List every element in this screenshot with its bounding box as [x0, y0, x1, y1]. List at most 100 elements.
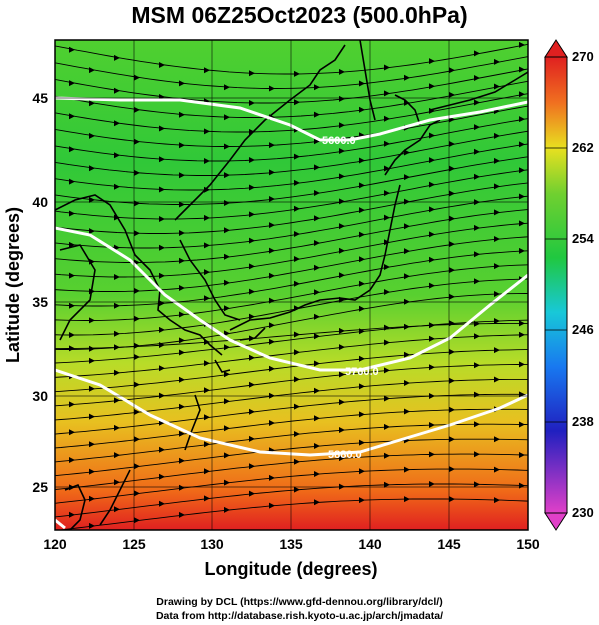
streamline-arrow: [449, 165, 455, 172]
streamline-arrow: [294, 179, 300, 186]
streamline: [55, 278, 528, 336]
streamline-arrow: [89, 495, 95, 502]
streamline-arrow: [314, 190, 320, 196]
x-tick-label: 130: [200, 536, 224, 552]
streamline-arrow: [89, 413, 95, 420]
streamline-arrow: [224, 114, 230, 121]
x-axis-label: Longitude (degrees): [204, 559, 377, 579]
plot-frame: [54, 39, 529, 531]
x-tick-label: 120: [43, 536, 67, 552]
streamline-arrow: [224, 371, 230, 378]
streamline-arrow: [404, 248, 410, 255]
streamline-arrow: [339, 173, 345, 180]
streamline-arrow: [69, 401, 75, 408]
streamline-arrow: [134, 436, 140, 443]
streamline-arrow: [384, 339, 390, 346]
streamline-arrow: [539, 499, 545, 505]
y-tick-label: 35: [32, 294, 48, 310]
streamline-arrow: [474, 333, 480, 340]
streamline-arrow: [449, 348, 455, 355]
streamline-arrow: [69, 80, 75, 87]
streamline-arrow: [204, 441, 210, 448]
x-tick-label: 150: [516, 536, 540, 552]
streamline-arrow: [159, 244, 165, 251]
streamline-arrow: [429, 256, 435, 263]
streamline-arrow: [294, 458, 300, 465]
streamline-arrow: [429, 422, 435, 428]
streamline-arrow: [384, 264, 390, 270]
streamline-arrow: [474, 251, 480, 258]
y-axis: 25 30 35 40 45 Latitude (degrees): [3, 90, 48, 495]
streamline-arrow: [114, 397, 120, 404]
streamline-arrow: [249, 408, 255, 415]
streamline-arrow: [339, 483, 345, 490]
streamline-arrow: [519, 247, 525, 254]
y-tick-label: 40: [32, 194, 48, 210]
streamline-arrow: [204, 495, 210, 502]
streamline: [55, 143, 528, 191]
streamline-arrow: [89, 228, 95, 235]
streamline-arrow: [114, 424, 120, 431]
streamline-arrow: [384, 140, 390, 147]
streamline-arrow: [404, 273, 410, 280]
streamline-arrow: [359, 328, 365, 335]
y-tick-label: 25: [32, 479, 48, 495]
streamline-arrow: [474, 224, 480, 231]
streamline-arrow: [519, 167, 525, 174]
streamline-arrow: [269, 85, 275, 92]
streamline-arrow: [474, 148, 480, 155]
streamline-arrow: [204, 295, 210, 302]
streamline-arrow: [224, 227, 230, 234]
streamline-arrow: [114, 152, 120, 159]
streamline-arrow: [269, 247, 275, 254]
streamline-arrow: [134, 409, 140, 415]
streamline-arrow: [179, 230, 185, 236]
streamline-arrow: [114, 54, 120, 61]
streamline-arrow: [179, 80, 185, 87]
streamline-arrow: [249, 211, 255, 218]
streamline-arrow: [179, 142, 185, 149]
streamline-arrow: [494, 58, 500, 65]
streamline-arrow: [314, 264, 320, 271]
streamline-arrow: [404, 351, 410, 358]
streamline-arrow: [114, 120, 120, 127]
page-title: MSM 06Z25Oct2023 (500.0hPa): [131, 2, 468, 28]
streamline-arrow: [224, 279, 230, 286]
streamline-arrow: [89, 196, 95, 203]
streamline-arrow: [224, 330, 230, 337]
contour-5880: [55, 368, 528, 457]
streamline-arrow: [224, 143, 230, 150]
streamline-arrow: [159, 473, 165, 480]
streamline: [55, 118, 528, 162]
streamline-arrow: [314, 164, 320, 171]
streamline-arrow: [204, 414, 210, 421]
streamline-arrow: [539, 100, 545, 106]
streamline-arrow: [224, 172, 230, 179]
streamline-arrow: [404, 198, 410, 205]
streamline-arrow: [474, 362, 480, 369]
streamline-arrow: [69, 345, 75, 352]
streamline-arrow: [359, 182, 365, 189]
streamline-arrow: [114, 274, 120, 280]
streamline-arrow: [494, 83, 500, 90]
streamline-arrow: [494, 263, 500, 270]
streamline-arrow: [429, 231, 435, 238]
streamline-arrow: [69, 302, 75, 309]
streamline-arrow: [249, 70, 255, 77]
streamline-arrow: [539, 317, 545, 323]
streamline-arrow: [314, 443, 320, 449]
streamline-arrow: [179, 172, 185, 179]
streamline-arrow: [159, 62, 165, 68]
streamline-arrow: [69, 113, 75, 120]
streamline-arrow: [204, 128, 210, 135]
colorbar-gradient: [544, 56, 568, 514]
streamline-arrow: [314, 499, 320, 506]
streamline-arrow: [449, 496, 455, 503]
streamline-arrow: [269, 420, 275, 426]
streamline-arrow: [134, 517, 140, 524]
data-credit: Data from http://database.rish.kyoto-u.a…: [155, 610, 444, 622]
streamline-arrow: [519, 361, 525, 368]
streamline-arrow: [179, 111, 185, 118]
streamline-arrow: [359, 256, 365, 263]
